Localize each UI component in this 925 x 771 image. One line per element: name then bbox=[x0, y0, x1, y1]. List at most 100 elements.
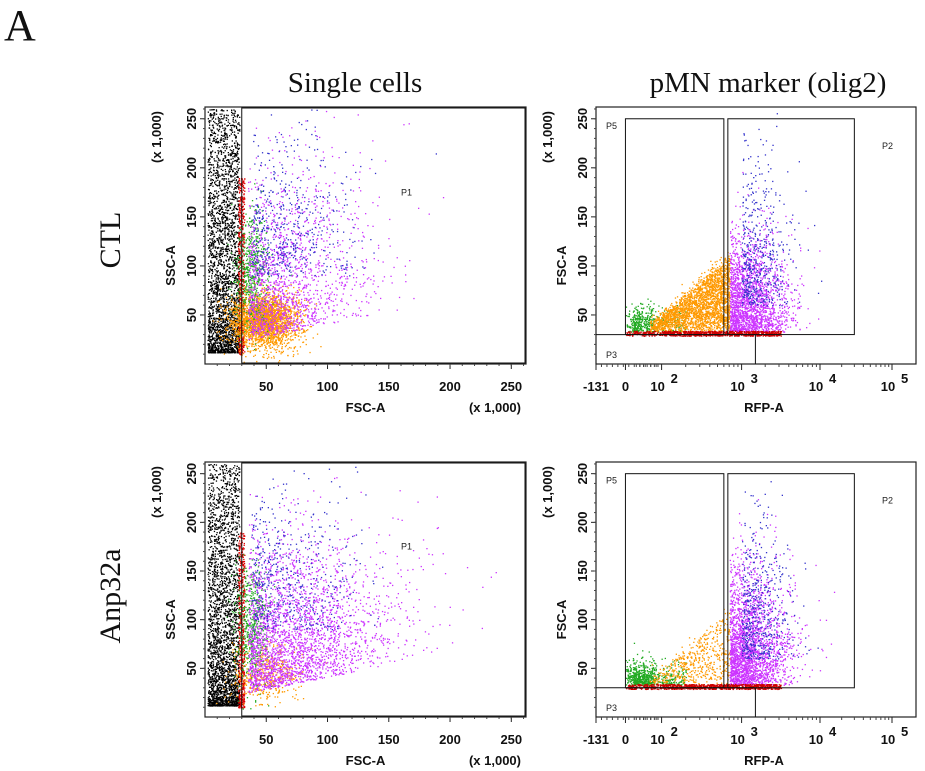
event-dot bbox=[217, 125, 218, 126]
event-dot bbox=[220, 340, 221, 341]
event-dot bbox=[226, 318, 227, 319]
event-dot bbox=[214, 265, 215, 266]
event-dot bbox=[222, 309, 223, 310]
event-dot bbox=[210, 129, 211, 130]
event-dot bbox=[225, 311, 226, 312]
event-dot bbox=[229, 267, 230, 268]
event-dot bbox=[228, 340, 229, 341]
event-dot bbox=[230, 192, 231, 193]
event-dot bbox=[230, 203, 231, 204]
event-dot bbox=[231, 260, 232, 261]
event-dot bbox=[219, 289, 220, 290]
event-dot bbox=[219, 234, 220, 235]
event-dot bbox=[229, 169, 230, 170]
event-dot bbox=[232, 151, 233, 152]
event-dot bbox=[216, 201, 217, 202]
event-dot bbox=[288, 306, 289, 307]
event-dot bbox=[217, 282, 218, 283]
event-dot bbox=[280, 343, 281, 344]
event-dot bbox=[226, 243, 227, 244]
event-dot bbox=[213, 280, 214, 281]
event-dot bbox=[234, 234, 235, 235]
event-dot bbox=[237, 142, 238, 143]
event-dot bbox=[224, 249, 225, 250]
event-dot bbox=[213, 257, 214, 258]
event-dot bbox=[227, 205, 228, 206]
event-dot bbox=[247, 324, 248, 325]
event-dot bbox=[218, 237, 219, 238]
event-dot bbox=[234, 336, 235, 337]
event-dot bbox=[240, 200, 241, 201]
event-dot bbox=[222, 220, 223, 221]
event-dot bbox=[243, 293, 244, 294]
event-dot bbox=[240, 188, 241, 189]
event-dot bbox=[218, 270, 219, 271]
event-dot bbox=[251, 317, 252, 318]
event-dot bbox=[212, 211, 213, 212]
event-dot bbox=[280, 321, 281, 322]
event-dot bbox=[259, 299, 260, 300]
event-dot bbox=[233, 254, 234, 255]
event-dot bbox=[211, 301, 212, 302]
event-dot bbox=[231, 165, 232, 166]
event-dot bbox=[212, 125, 213, 126]
event-dot bbox=[222, 125, 223, 126]
event-dot bbox=[209, 185, 210, 186]
event-dot bbox=[232, 342, 233, 343]
event-dot bbox=[210, 235, 211, 236]
event-dot bbox=[214, 220, 215, 221]
event-dot bbox=[218, 159, 219, 160]
event-dot bbox=[222, 110, 223, 111]
event-dot bbox=[239, 215, 240, 216]
event-dot bbox=[217, 339, 218, 340]
event-dot bbox=[284, 343, 285, 344]
event-dot bbox=[232, 170, 233, 171]
event-dot bbox=[244, 351, 245, 352]
event-dot bbox=[212, 273, 213, 274]
event-dot bbox=[230, 347, 231, 348]
event-dot bbox=[231, 349, 232, 350]
event-dot bbox=[224, 146, 225, 147]
event-dot bbox=[209, 336, 210, 337]
event-dot bbox=[227, 204, 228, 205]
event-dot bbox=[222, 298, 223, 299]
event-dot bbox=[244, 335, 245, 336]
event-dot bbox=[233, 193, 234, 194]
event-dot bbox=[212, 241, 213, 242]
event-dot bbox=[230, 239, 231, 240]
event-dot bbox=[228, 305, 229, 306]
event-dot bbox=[227, 219, 228, 220]
event-dot bbox=[289, 328, 290, 329]
event-dot bbox=[264, 287, 265, 288]
column-title-single-cells: Single cells bbox=[288, 67, 423, 99]
event-dot bbox=[221, 298, 222, 299]
event-dot bbox=[239, 125, 240, 126]
event-dot bbox=[225, 128, 226, 129]
event-dot bbox=[228, 171, 229, 172]
event-dot bbox=[212, 325, 213, 326]
event-dot bbox=[217, 238, 218, 239]
event-dot bbox=[220, 352, 221, 353]
event-dot bbox=[209, 195, 210, 196]
event-dot bbox=[219, 316, 220, 317]
event-dot bbox=[224, 352, 225, 353]
event-dot bbox=[228, 310, 229, 311]
event-dot bbox=[208, 351, 209, 352]
event-dot bbox=[227, 352, 228, 353]
event-dot bbox=[215, 247, 216, 248]
event-dot bbox=[223, 148, 224, 149]
event-dot bbox=[218, 260, 219, 261]
event-dot bbox=[239, 180, 240, 181]
event-dot bbox=[235, 147, 236, 148]
event-dot bbox=[231, 332, 232, 333]
event-dot bbox=[258, 298, 259, 299]
event-dot bbox=[223, 296, 224, 297]
event-dot bbox=[219, 294, 220, 295]
event-dot bbox=[233, 318, 234, 319]
event-dot bbox=[244, 191, 245, 192]
event-dot bbox=[216, 207, 217, 208]
event-dot bbox=[234, 263, 235, 264]
event-dot bbox=[208, 311, 209, 312]
event-dot bbox=[217, 307, 218, 308]
event-dot bbox=[231, 232, 232, 233]
